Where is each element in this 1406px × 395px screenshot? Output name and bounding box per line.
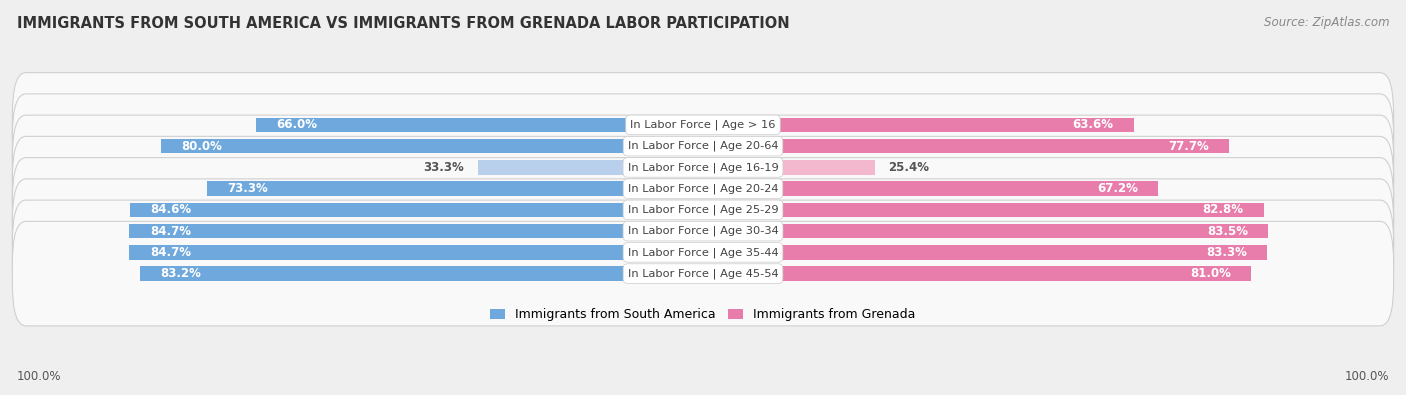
FancyBboxPatch shape: [13, 158, 1393, 262]
Text: 83.2%: 83.2%: [160, 267, 201, 280]
Bar: [703, 118, 1133, 132]
FancyBboxPatch shape: [13, 115, 1393, 220]
Text: In Labor Force | Age 16-19: In Labor Force | Age 16-19: [627, 162, 779, 173]
Bar: [256, 118, 703, 132]
Text: 84.7%: 84.7%: [150, 246, 191, 259]
Bar: [131, 203, 703, 217]
FancyBboxPatch shape: [13, 136, 1393, 241]
Text: 84.6%: 84.6%: [150, 203, 191, 216]
Bar: [139, 266, 703, 281]
Legend: Immigrants from South America, Immigrants from Grenada: Immigrants from South America, Immigrant…: [485, 303, 921, 326]
Text: 33.3%: 33.3%: [423, 161, 464, 174]
Text: In Labor Force | Age 25-29: In Labor Force | Age 25-29: [627, 205, 779, 215]
Text: IMMIGRANTS FROM SOUTH AMERICA VS IMMIGRANTS FROM GRENADA LABOR PARTICIPATION: IMMIGRANTS FROM SOUTH AMERICA VS IMMIGRA…: [17, 16, 790, 31]
Text: 80.0%: 80.0%: [181, 140, 222, 152]
Text: 63.6%: 63.6%: [1073, 118, 1114, 132]
Text: 100.0%: 100.0%: [1344, 370, 1389, 383]
FancyBboxPatch shape: [13, 200, 1393, 305]
Text: 82.8%: 82.8%: [1202, 203, 1243, 216]
Text: Source: ZipAtlas.com: Source: ZipAtlas.com: [1264, 16, 1389, 29]
Text: In Labor Force | Age 45-54: In Labor Force | Age 45-54: [627, 268, 779, 279]
Bar: [703, 203, 1264, 217]
Text: 67.2%: 67.2%: [1097, 182, 1137, 195]
Bar: [162, 139, 703, 153]
FancyBboxPatch shape: [13, 221, 1393, 326]
FancyBboxPatch shape: [13, 94, 1393, 198]
Bar: [129, 245, 703, 260]
FancyBboxPatch shape: [13, 179, 1393, 283]
Text: 83.3%: 83.3%: [1206, 246, 1247, 259]
Text: In Labor Force | Age > 16: In Labor Force | Age > 16: [630, 120, 776, 130]
Bar: [703, 181, 1159, 196]
Text: In Labor Force | Age 20-64: In Labor Force | Age 20-64: [627, 141, 779, 151]
Bar: [478, 160, 703, 175]
Text: 77.7%: 77.7%: [1168, 140, 1209, 152]
Bar: [703, 266, 1251, 281]
Bar: [703, 160, 875, 175]
Text: 81.0%: 81.0%: [1191, 267, 1232, 280]
Text: 84.7%: 84.7%: [150, 225, 191, 238]
Text: 25.4%: 25.4%: [889, 161, 929, 174]
Bar: [703, 245, 1267, 260]
Text: In Labor Force | Age 30-34: In Labor Force | Age 30-34: [627, 226, 779, 236]
Text: In Labor Force | Age 35-44: In Labor Force | Age 35-44: [627, 247, 779, 258]
Text: 83.5%: 83.5%: [1208, 225, 1249, 238]
Text: In Labor Force | Age 20-24: In Labor Force | Age 20-24: [627, 183, 779, 194]
Text: 73.3%: 73.3%: [226, 182, 267, 195]
Bar: [703, 139, 1229, 153]
Bar: [129, 224, 703, 238]
FancyBboxPatch shape: [13, 73, 1393, 177]
Bar: [207, 181, 703, 196]
Text: 66.0%: 66.0%: [277, 118, 318, 132]
Text: 100.0%: 100.0%: [17, 370, 62, 383]
Bar: [703, 224, 1268, 238]
